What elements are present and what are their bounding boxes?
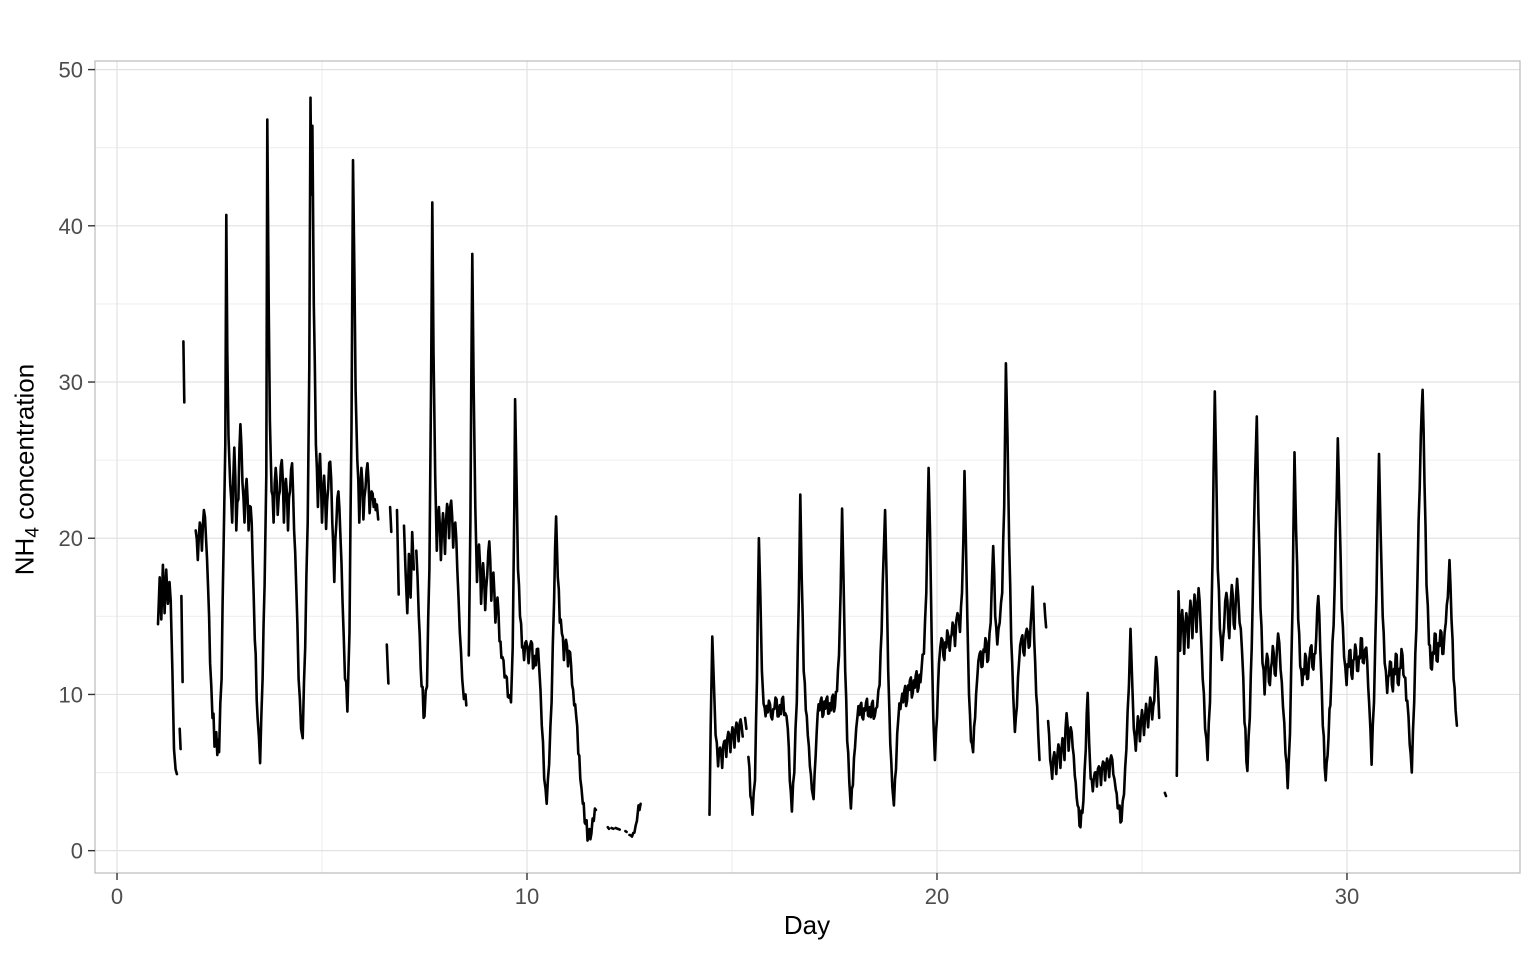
minor-gridlines <box>95 61 1520 873</box>
y-tick-label: 10 <box>59 682 83 707</box>
series-segment <box>385 643 390 685</box>
series-segment <box>402 524 416 615</box>
series-segment <box>743 716 748 731</box>
series-segment <box>182 340 186 404</box>
panel-border <box>94 60 1521 874</box>
series-segment <box>1175 388 1459 790</box>
x-tick-label: 20 <box>925 884 949 909</box>
series-segment <box>624 829 628 834</box>
y-tick-label: 50 <box>59 58 83 83</box>
y-axis-title-prefix: NH <box>9 537 40 576</box>
x-axis-title: Day <box>0 912 1536 938</box>
series-segment <box>1046 627 1161 829</box>
data-series-nh4 <box>156 96 1459 842</box>
series-segment <box>464 693 468 707</box>
series-segment <box>180 594 184 684</box>
series-segment <box>395 508 400 596</box>
x-tick-label: 0 <box>111 884 123 909</box>
y-axis-title: NH4 concentration <box>9 70 44 870</box>
x-axis-title-text: Day <box>783 910 831 940</box>
series-segment <box>156 563 179 776</box>
series-segment <box>388 505 393 534</box>
series-segment <box>1043 602 1048 629</box>
y-axis-title-subscript: 4 <box>22 527 44 538</box>
series-segment <box>1163 791 1168 798</box>
axis-ticks: 0 10 20 30 0 10 20 30 40 50 <box>59 58 1360 909</box>
series-segment <box>628 802 642 838</box>
series-segment <box>708 635 744 816</box>
y-tick-label: 20 <box>59 526 83 551</box>
series-segment <box>614 826 621 831</box>
series-segment <box>610 826 615 831</box>
x-tick-label: 10 <box>515 884 539 909</box>
x-tick-label: 30 <box>1335 884 1359 909</box>
y-tick-label: 0 <box>71 839 83 864</box>
y-tick-label: 30 <box>59 370 83 395</box>
series-segment <box>747 362 1041 816</box>
series-segment <box>194 96 380 765</box>
y-axis-title-suffix: concentration <box>9 363 40 528</box>
series-segment <box>178 727 182 751</box>
series-segment <box>415 201 466 720</box>
y-tick-label: 40 <box>59 214 83 239</box>
series-segment <box>467 252 598 842</box>
series-segment <box>606 825 611 831</box>
